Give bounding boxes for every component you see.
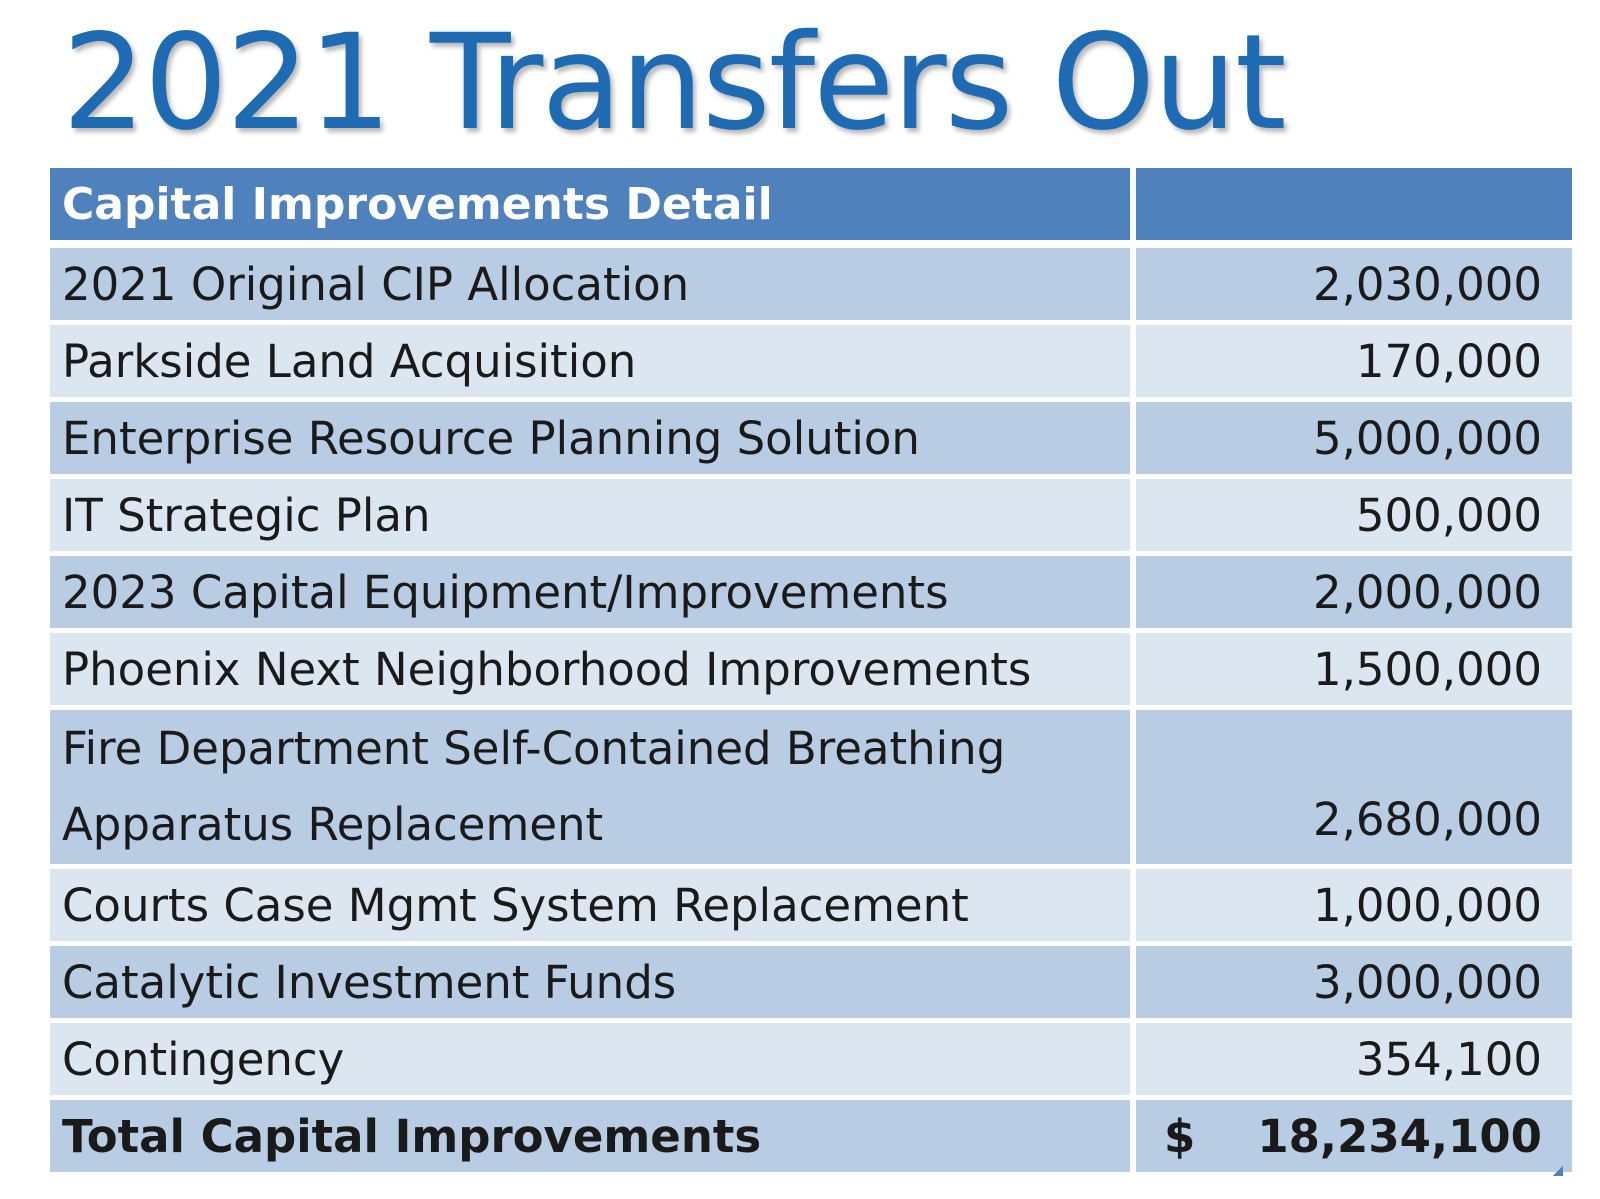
- table-row: IT Strategic Plan 500,000: [50, 476, 1572, 556]
- row-label: 2023 Capital Equipment/Improvements: [50, 553, 1136, 633]
- row-amount: 1,000,000: [1133, 866, 1572, 946]
- table-header-row: Capital Improvements Detail: [50, 168, 1572, 248]
- table-row: Courts Case Mgmt System Replacement 1,00…: [50, 866, 1572, 946]
- row-amount: 2,030,000: [1133, 244, 1572, 325]
- row-amount: 500,000: [1133, 476, 1572, 556]
- row-amount: 354,100: [1133, 1020, 1572, 1100]
- row-label: Courts Case Mgmt System Replacement: [50, 866, 1136, 946]
- total-currency-symbol: $: [1164, 1109, 1196, 1163]
- total-amount-cell: $ 18,234,100: [1133, 1096, 1572, 1172]
- table-row: Enterprise Resource Planning Solution 5,…: [50, 399, 1572, 479]
- table-header-amount: [1133, 168, 1572, 248]
- row-amount: 2,680,000: [1133, 707, 1572, 869]
- total-row: Total Capital Improvements $ 18,234,100: [50, 1096, 1572, 1172]
- row-label: Phoenix Next Neighborhood Improvements: [50, 630, 1136, 710]
- row-label: 2021 Original CIP Allocation: [50, 244, 1136, 325]
- row-label: Parkside Land Acquisition: [50, 322, 1136, 402]
- row-amount: 2,000,000: [1133, 553, 1572, 633]
- table-header-label: Capital Improvements Detail: [50, 168, 1136, 248]
- row-label: Fire Department Self-Contained Breathing…: [50, 707, 1136, 869]
- table-row: 2023 Capital Equipment/Improvements 2,00…: [50, 553, 1572, 633]
- row-label: Contingency: [50, 1020, 1136, 1100]
- table-row: Fire Department Self-Contained Breathing…: [50, 707, 1572, 869]
- total-label: Total Capital Improvements: [50, 1096, 1136, 1172]
- table-row: Phoenix Next Neighborhood Improvements 1…: [50, 630, 1572, 710]
- capital-improvements-table: Capital Improvements Detail 2021 Origina…: [50, 168, 1572, 1172]
- row-label: Enterprise Resource Planning Solution: [50, 399, 1136, 479]
- total-amount: 18,234,100: [1257, 1109, 1542, 1163]
- row-label: IT Strategic Plan: [50, 476, 1136, 556]
- row-amount: 170,000: [1133, 322, 1572, 402]
- row-label: Catalytic Investment Funds: [50, 943, 1136, 1023]
- row-amount: 1,500,000: [1133, 630, 1572, 710]
- slide-title: 2021 Transfers Out: [62, 6, 1287, 160]
- row-amount: 5,000,000: [1133, 399, 1572, 479]
- table-row: Catalytic Investment Funds 3,000,000: [50, 943, 1572, 1023]
- table-row: Contingency 354,100: [50, 1020, 1572, 1100]
- table-row: 2021 Original CIP Allocation 2,030,000: [50, 244, 1572, 325]
- table-row: Parkside Land Acquisition 170,000: [50, 322, 1572, 402]
- table-resize-handle-icon: [1553, 1166, 1563, 1176]
- row-amount: 3,000,000: [1133, 943, 1572, 1023]
